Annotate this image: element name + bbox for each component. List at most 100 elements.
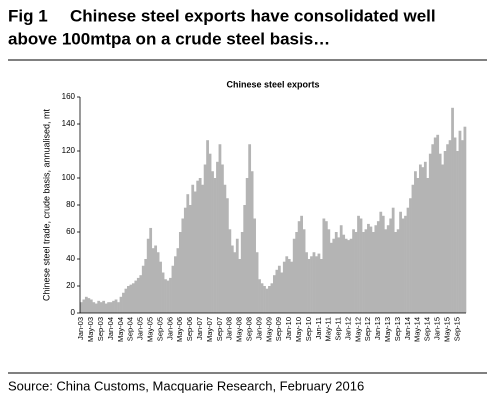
x-tick-label: Jan-15	[433, 317, 442, 340]
x-tick-label: May-14	[413, 317, 422, 342]
bar	[196, 180, 200, 313]
bar	[238, 259, 242, 313]
bar	[255, 252, 259, 313]
bar	[139, 275, 143, 313]
bar	[310, 256, 313, 313]
bar	[146, 238, 150, 313]
x-tick-label: Sep-12	[363, 317, 372, 341]
bar	[206, 140, 209, 313]
bar	[344, 238, 348, 313]
x-tick-label: Sep-06	[185, 317, 194, 341]
bar	[223, 184, 227, 313]
bar	[277, 265, 281, 313]
x-tick-label: May-15	[442, 317, 451, 342]
bar	[421, 167, 425, 313]
y-tick-label: 140	[62, 119, 76, 128]
bar	[290, 261, 294, 313]
y-tick-label: 20	[66, 281, 75, 290]
y-tick-label: 120	[62, 146, 76, 155]
x-tick-label: Sep-07	[215, 317, 224, 341]
bar	[458, 130, 462, 313]
x-tick-label: Jan-06	[165, 317, 174, 340]
bar	[374, 225, 378, 313]
bar	[99, 302, 103, 313]
x-tick-label: May-04	[116, 317, 125, 342]
x-tick-label: Jan-07	[195, 317, 204, 340]
x-tick-label: May-12	[353, 317, 362, 342]
bar	[174, 256, 177, 313]
bar	[258, 279, 261, 313]
bar	[443, 151, 447, 313]
x-tick-label: Sep-15	[452, 317, 461, 341]
bar	[441, 164, 445, 313]
bar	[386, 225, 390, 313]
bar	[243, 205, 247, 313]
bar	[428, 153, 432, 313]
x-tick-label: Jan-05	[136, 317, 145, 340]
bar	[431, 144, 435, 313]
bar	[87, 298, 91, 313]
bar	[122, 292, 125, 313]
bar	[369, 226, 373, 313]
bar	[233, 252, 237, 313]
bar	[362, 232, 365, 313]
bar	[127, 286, 130, 313]
bar	[221, 164, 224, 313]
source: Source: China Customs, Macquarie Researc…	[8, 378, 364, 393]
bar	[391, 207, 395, 313]
bar	[149, 227, 153, 313]
bar	[156, 252, 160, 313]
bar	[178, 232, 182, 313]
bar	[342, 234, 346, 313]
bar	[188, 205, 192, 313]
bar	[129, 284, 133, 313]
bar	[371, 232, 375, 313]
bar	[235, 238, 239, 313]
bar	[280, 272, 284, 313]
bar	[320, 259, 323, 313]
x-tick-label: May-10	[294, 317, 303, 342]
bar	[80, 302, 83, 313]
plot-title: Chinese steel exports	[226, 79, 319, 89]
bar	[438, 153, 442, 313]
bar	[208, 153, 212, 313]
bar	[181, 218, 185, 313]
y-tick-label: 60	[66, 227, 75, 236]
bar	[104, 303, 108, 313]
x-tick-label: May-11	[324, 317, 333, 341]
bar	[456, 151, 459, 313]
bar	[97, 300, 101, 313]
bar	[339, 225, 343, 313]
bar	[322, 218, 326, 313]
bar	[161, 272, 165, 313]
bar	[211, 171, 214, 313]
bar	[169, 277, 172, 313]
bar	[119, 296, 123, 313]
x-tick-label: Jan-10	[284, 317, 293, 340]
bar	[273, 275, 276, 313]
x-tick-label: May-03	[86, 317, 95, 342]
x-tick-label: May-06	[175, 317, 184, 342]
bar	[171, 265, 175, 313]
bar	[451, 107, 454, 313]
bar	[141, 265, 145, 313]
bar	[245, 178, 249, 313]
x-tick-label: Jan-08	[225, 317, 234, 340]
y-tick-label: 80	[66, 200, 75, 209]
bar	[193, 191, 197, 313]
bar	[176, 248, 180, 313]
bar	[216, 161, 219, 313]
bar	[89, 299, 93, 313]
bar	[302, 229, 306, 313]
bar	[332, 238, 336, 313]
bar	[317, 253, 321, 313]
bar	[102, 300, 106, 313]
x-tick-label: May-07	[205, 317, 214, 342]
bar	[334, 232, 338, 313]
bar	[151, 248, 155, 313]
x-tick-label: Jan-13	[373, 317, 382, 340]
bar	[94, 303, 98, 313]
bar	[253, 218, 256, 313]
bar	[109, 302, 113, 313]
bar	[270, 283, 274, 313]
